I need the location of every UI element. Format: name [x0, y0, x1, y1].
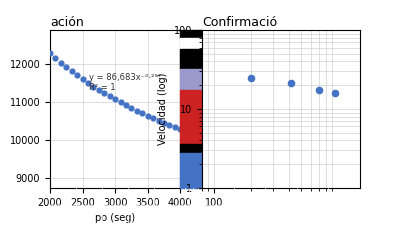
Text: ación: ación	[50, 16, 84, 29]
Bar	[180, 49, 202, 58]
Bar	[180, 117, 202, 144]
Point	[150, 116, 156, 120]
Point	[144, 114, 151, 118]
Bar	[180, 169, 202, 188]
Point	[177, 127, 184, 131]
Point	[96, 88, 102, 92]
Bar	[180, 58, 202, 70]
Point	[316, 88, 322, 92]
Bar	[180, 153, 202, 169]
Point	[128, 106, 134, 110]
Point	[101, 91, 108, 95]
Text: Confirmació: Confirmació	[202, 16, 277, 29]
Point	[58, 61, 64, 65]
Point	[63, 65, 70, 69]
Point	[172, 125, 178, 129]
Point	[47, 51, 53, 55]
Point	[68, 70, 75, 73]
Bar	[180, 144, 202, 153]
Point	[52, 56, 59, 60]
Point	[90, 84, 96, 88]
Bar	[180, 70, 202, 90]
Point	[112, 98, 118, 102]
Point	[248, 76, 254, 80]
Point	[166, 123, 172, 127]
Bar	[180, 38, 202, 49]
Y-axis label: Velocidad (log): Velocidad (log)	[158, 73, 168, 145]
X-axis label: po (seg): po (seg)	[95, 213, 135, 223]
Bar	[180, 30, 202, 38]
Point	[139, 111, 146, 115]
Bar	[180, 90, 202, 117]
Point	[106, 94, 113, 98]
Point	[288, 82, 294, 86]
Point	[161, 121, 167, 125]
Point	[117, 100, 124, 104]
Point	[85, 81, 91, 85]
Point	[155, 118, 162, 122]
Text: y = 86,683x⁻⁰⋅²⁵⁷
R² = 1: y = 86,683x⁻⁰⋅²⁵⁷ R² = 1	[89, 73, 161, 92]
Point	[134, 109, 140, 113]
Point	[332, 91, 338, 95]
Point	[74, 74, 80, 78]
Point	[79, 77, 86, 81]
Point	[123, 103, 129, 107]
